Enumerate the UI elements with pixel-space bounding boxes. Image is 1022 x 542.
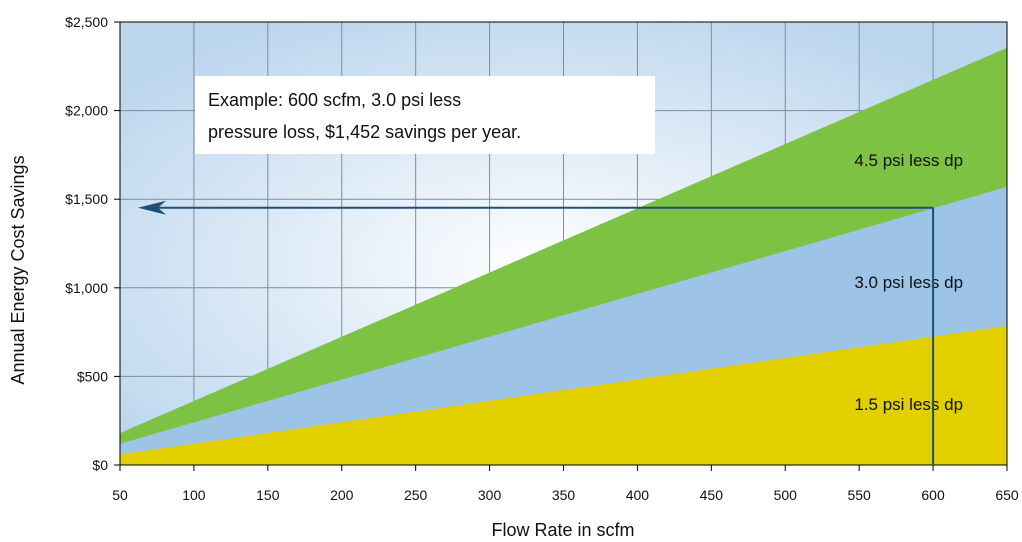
x-tick-label: 650	[995, 487, 1019, 503]
x-axis-title: Flow Rate in scfm	[491, 520, 634, 540]
x-tick-label: 250	[404, 487, 428, 503]
series-labels: 1.5 psi less dp 3.0 psi less dp 4.5 psi le…	[854, 151, 963, 414]
x-tick-label: 100	[182, 487, 206, 503]
y-tick-label: $2,000	[65, 103, 108, 119]
series-label: 4.5 psi less dp	[854, 151, 963, 170]
series-label: 1.5 psi less dp	[854, 395, 963, 414]
series-label: 3.0 psi less dp	[854, 273, 963, 292]
tick-marks	[114, 21, 1008, 471]
x-tick-label: 300	[478, 487, 502, 503]
x-tick-label: 600	[921, 487, 945, 503]
x-tick-label: 450	[700, 487, 724, 503]
x-tick-label: 500	[774, 487, 798, 503]
example-callout: Example: 600 scfm, 3.0 psi less pressure…	[195, 76, 655, 154]
callout-line-2: pressure loss, $1,452 savings per year.	[208, 122, 521, 142]
area-layer	[120, 47, 1007, 465]
arrow-head-icon	[138, 200, 166, 215]
area-1-5-psi-less-dp	[120, 325, 1007, 465]
x-tick-label: 550	[847, 487, 871, 503]
callout-line-1: Example: 600 scfm, 3.0 psi less	[208, 90, 461, 110]
x-tick-label: 150	[256, 487, 280, 503]
x-tick-labels: 50 100 150 200 250 300 350 400 450 500 550 600 650	[112, 487, 1019, 503]
y-tick-labels: $0 $500 $1,000 $1,500 $2,000 $2,500	[65, 14, 108, 473]
y-tick-label: $2,500	[65, 14, 108, 30]
y-tick-label: $500	[77, 368, 108, 384]
x-tick-label: 200	[330, 487, 354, 503]
example-lines	[138, 200, 935, 465]
y-tick-label: $1,500	[65, 191, 108, 207]
y-axis-title: Annual Energy Cost Savings	[8, 155, 28, 384]
y-tick-label: $1,000	[65, 280, 108, 296]
x-tick-label: 50	[112, 487, 128, 503]
callout-box	[195, 76, 655, 154]
x-tick-label: 350	[552, 487, 576, 503]
y-tick-label: $0	[92, 457, 108, 473]
x-tick-label: 400	[626, 487, 650, 503]
